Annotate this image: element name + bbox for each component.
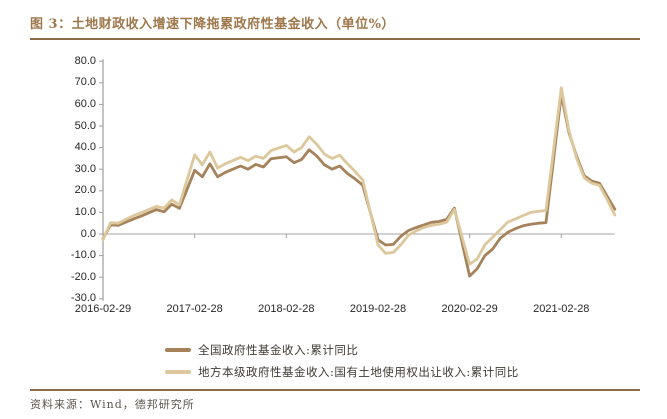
- x-axis-label: 2021-02-28: [533, 303, 590, 315]
- y-axis-label: 30.0: [74, 162, 96, 175]
- legend-item-national: 全国政府性基金收入:累计同比: [165, 339, 519, 361]
- y-axis-label: -10.0: [70, 249, 96, 262]
- series-line-0: [101, 93, 617, 278]
- y-axis-label: 20.0: [74, 184, 96, 197]
- series-line-1: [101, 86, 617, 266]
- x-axis-label: 2016-02-29: [74, 303, 132, 315]
- source-text: 资料来源：Wind，德邦研究所: [30, 398, 195, 411]
- figure-title: 图 3：土地财政收入增速下降拖累政府性基金收入（单位%）: [30, 17, 395, 32]
- x-axis-label: 2020-02-29: [441, 303, 498, 315]
- y-axis-label: 10.0: [74, 205, 96, 218]
- y-axis-label: 80.0: [74, 54, 96, 67]
- x-axis-label: 2019-02-28: [349, 303, 407, 315]
- y-axis-label: 0.0: [80, 227, 96, 240]
- title-rule: [30, 38, 640, 40]
- legend-item-land: 地方本级政府性基金收入:国有土地使用权出让收入:累计同比: [165, 361, 519, 383]
- legend-marker-national: [165, 348, 191, 352]
- legend-label-land: 地方本级政府性基金收入:国有土地使用权出让收入:累计同比: [198, 365, 519, 379]
- y-axis-label: -30.0: [70, 292, 96, 305]
- y-axis-label: 70.0: [74, 76, 96, 89]
- legend: 全国政府性基金收入:累计同比 地方本级政府性基金收入:国有土地使用权出让收入:累…: [165, 339, 519, 383]
- source-rule: [30, 389, 640, 391]
- y-axis-label: 50.0: [74, 119, 96, 132]
- legend-marker-land: [165, 370, 191, 374]
- legend-label-national: 全国政府性基金收入:累计同比: [198, 343, 359, 357]
- x-axis-label: 2018-02-28: [258, 303, 315, 315]
- y-axis-label: -20.0: [70, 270, 96, 283]
- x-axis-label: 2017-02-28: [166, 303, 223, 315]
- y-axis-label: 60.0: [74, 97, 96, 110]
- y-axis-label: 40.0: [74, 141, 96, 154]
